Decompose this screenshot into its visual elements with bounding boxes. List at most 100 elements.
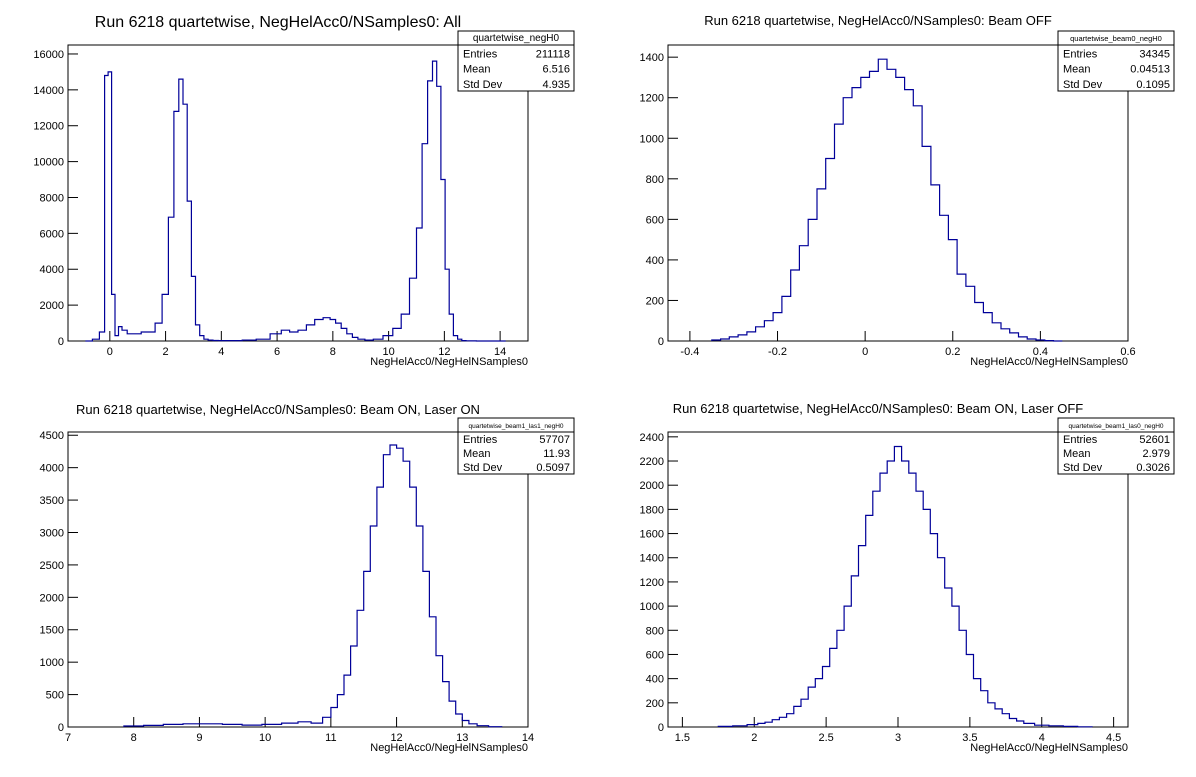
stats-box: quartetwise_beam1_las1_negH0 Entries 57707… [457,417,575,475]
stats-row-value: 11.93 [543,448,570,460]
histogram-series-line [123,444,503,728]
x-tick-label: 14 [494,346,506,358]
histogram-series-line [717,445,1093,728]
stats-row-label: Std Dev [1063,462,1103,474]
x-tick-label: 4.5 [1106,732,1121,744]
y-tick-label: 1000 [640,133,664,145]
stats-row-value: 57707 [539,434,570,446]
stats-histogram-name: quartetwise_beam0_negH0 [1070,34,1162,43]
y-tick-label: 3500 [40,495,64,507]
stats-box: quartetwise_beam1_las0_negH0 Entries 52601… [1057,417,1175,475]
y-tick-label: 6000 [40,228,64,240]
y-tick-label: 2200 [640,456,664,468]
x-tick-label: 12 [438,346,450,358]
x-tick-label: 2 [751,732,757,744]
y-tick-label: 2400 [640,432,664,444]
stats-row-label: Entries [463,48,498,60]
x-tick-label: 0.4 [1033,346,1048,358]
histogram-series-line [85,60,506,342]
y-tick-label: 2000 [40,592,64,604]
stats-row-label: Mean [463,64,491,76]
y-tick-label: 1400 [640,553,664,565]
y-tick-label: 600 [646,649,664,661]
x-tick-label: 0 [107,346,113,358]
histogram-series-line [711,58,1063,342]
stats-row-value: 0.3026 [1136,462,1170,474]
x-tick-label: 4 [218,346,224,358]
x-tick-label: 8 [330,346,336,358]
x-tick-label: 7 [65,732,71,744]
y-tick-label: 500 [46,690,64,702]
x-tick-label: -0.4 [680,346,699,358]
x-tick-label: 14 [522,732,534,744]
stats-row-value: 6.516 [542,64,570,76]
stats-row-label: Mean [1063,64,1091,76]
stats-box-frame [1057,30,1175,92]
x-tick-label: 2.5 [818,732,833,744]
y-tick-label: 400 [646,255,664,267]
y-tick-label: 2500 [40,560,64,572]
y-tick-label: 1000 [40,657,64,669]
x-tick-label: 4 [1039,732,1045,744]
x-tick-label: -0.2 [768,346,787,358]
stats-row-value: 0.5097 [536,462,570,474]
stats-row-value: 52601 [1139,434,1170,446]
y-tick-label: 600 [646,214,664,226]
stats-box: quartetwise_beam0_negH0 Entries 34345 Mean 0… [1057,30,1175,92]
x-tick-label: 0.6 [1120,346,1135,358]
y-tick-label: 400 [646,674,664,686]
stats-box-frame [457,417,575,475]
stats-row-value: 0.04513 [1130,64,1170,76]
plot-title: Run 6218 quartetwise, NegHelAcc0/NSample… [76,402,480,417]
plot-frame [667,44,1129,342]
y-tick-label: 2000 [640,480,664,492]
x-tick-label: 10 [259,732,271,744]
x-axis-label: NegHelAcc0/NegHelNSamples0 [370,742,528,754]
y-tick-label: 200 [646,698,664,710]
x-tick-label: 6 [274,346,280,358]
stats-row-value: 211118 [536,48,570,60]
stats-histogram-name: quartetwise_beam1_las0_negH0 [1068,423,1163,430]
stats-row-label: Entries [1063,48,1098,60]
stats-histogram-name: quartetwise_beam1_las1_negH0 [468,423,563,430]
y-tick-label: 0 [658,336,664,348]
y-tick-label: 1000 [640,601,664,613]
plot-frame [667,431,1129,728]
stats-row-label: Std Dev [463,462,503,474]
y-tick-label: 800 [646,174,664,186]
histogram-panel: Run 6218 quartetwise, NegHelAcc0/NSample… [640,401,1175,754]
stats-row-label: Mean [463,448,491,460]
x-tick-label: 0 [862,346,868,358]
y-tick-label: 16000 [33,49,64,61]
plot-frame [67,431,529,728]
histogram-panel: Run 6218 quartetwise, NegHelAcc0/NSample… [640,13,1175,368]
x-tick-label: 10 [382,346,394,358]
stats-row-value: 34345 [1139,48,1170,60]
stats-row-label: Mean [1063,448,1091,460]
plot-title: Run 6218 quartetwise, NegHelAcc0/NSample… [673,401,1083,416]
y-tick-label: 0 [58,722,64,734]
x-tick-label: 1.5 [675,732,690,744]
y-tick-label: 2000 [40,300,64,312]
stats-row-label: Std Dev [463,79,503,91]
x-tick-label: 8 [131,732,137,744]
stats-row-value: 2.979 [1142,448,1170,460]
y-tick-label: 800 [646,625,664,637]
x-tick-label: 0.2 [945,346,960,358]
stats-row-label: Entries [1063,434,1098,446]
stats-row-label: Std Dev [1063,79,1103,91]
y-tick-label: 200 [646,295,664,307]
histogram-panel: Run 6218 quartetwise, NegHelAcc0/NSample… [40,402,575,754]
y-tick-label: 1400 [640,52,664,64]
x-axis-label: NegHelAcc0/NegHelNSamples0 [370,356,528,368]
stats-box-frame [457,30,575,92]
stats-histogram-name: quartetwise_negH0 [473,33,560,44]
y-tick-label: 1500 [40,625,64,637]
stats-row-value: 0.1095 [1136,79,1170,91]
plot-title: Run 6218 quartetwise, NegHelAcc0/NSample… [95,14,461,31]
x-tick-label: 12 [390,732,402,744]
y-tick-label: 0 [658,722,664,734]
stats-row-label: Entries [463,434,498,446]
